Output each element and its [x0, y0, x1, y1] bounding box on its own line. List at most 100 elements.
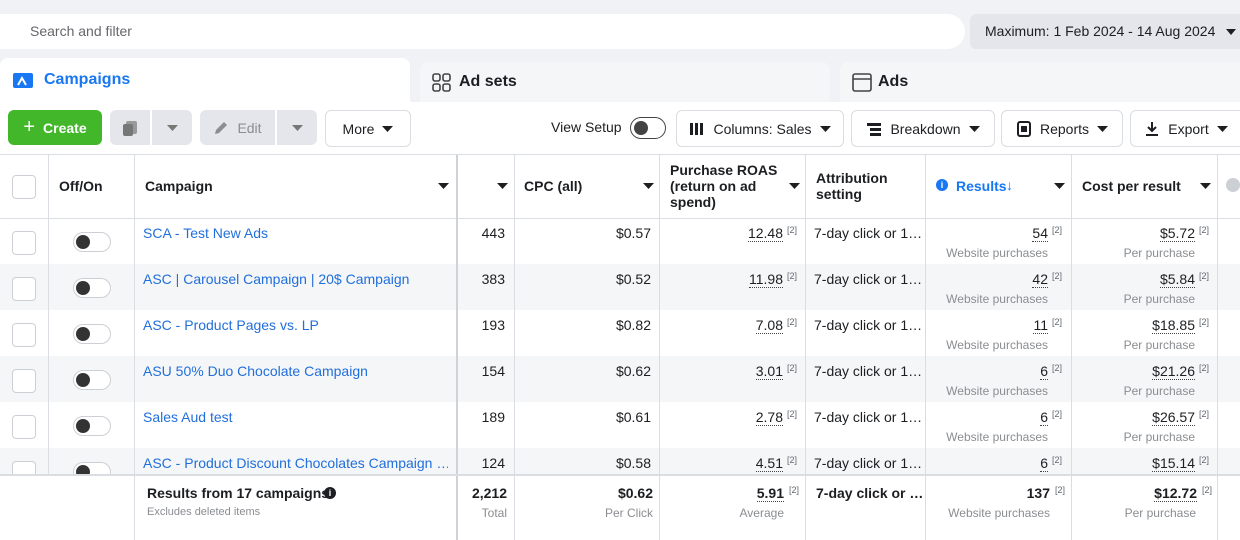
tab-label: Campaigns: [44, 71, 131, 88]
column-header[interactable]: Cost per result: [1082, 178, 1181, 194]
roas-value[interactable]: 11.98: [749, 271, 783, 288]
attribution-note: [2]: [1199, 363, 1210, 373]
column-divider: [456, 310, 458, 356]
column-divider: [659, 219, 660, 264]
results-value[interactable]: 42: [1032, 271, 1048, 288]
campaign-toggle[interactable]: [73, 232, 111, 252]
column-divider: [1071, 219, 1072, 264]
row-checkbox[interactable]: [12, 323, 36, 347]
caret: [968, 125, 980, 132]
column-divider: [48, 448, 49, 474]
tab-icon: [13, 73, 33, 88]
column-divider: [134, 219, 135, 264]
attribution-note: [2]: [1052, 225, 1063, 235]
caret: [819, 125, 831, 132]
tab-active[interactable]: Campaigns: [0, 58, 410, 102]
campaign-name[interactable]: Sales Aud test: [143, 409, 233, 425]
toggle-knob: [76, 465, 90, 474]
duplicate-menu[interactable]: [152, 110, 192, 145]
create-button[interactable]: + Create: [8, 110, 102, 145]
more-button[interactable]: More: [325, 110, 411, 147]
reports-button[interactable]: Reports: [1001, 110, 1123, 147]
campaign-toggle[interactable]: [73, 416, 111, 436]
edit-button[interactable]: Edit: [200, 110, 275, 145]
edit-label: Edit: [237, 119, 262, 136]
column-divider: [1071, 356, 1072, 402]
results-value[interactable]: 6: [1040, 455, 1048, 472]
table-footer: Results from 17 campaigns i Excludes delet…: [0, 474, 1240, 540]
campaign-name[interactable]: ASU 50% Duo Chocolate Campaign: [143, 363, 368, 379]
header-bottom-border: [0, 218, 1240, 219]
footer-results: 137: [1026, 485, 1050, 501]
column-divider: [134, 476, 135, 540]
roas-value[interactable]: 7.08: [755, 317, 783, 334]
edit-menu[interactable]: [277, 110, 317, 145]
roas-value[interactable]: 3.01: [755, 363, 783, 380]
count-value: 124: [481, 455, 505, 471]
search-placeholder: Search and filter: [30, 23, 132, 39]
column-divider: [134, 356, 135, 402]
caret: [1226, 29, 1236, 35]
column-divider: [1071, 476, 1072, 540]
row-checkbox[interactable]: [12, 277, 36, 301]
column-header[interactable]: Purchase ROAS (return on ad spend): [670, 162, 778, 210]
attribution-note: [2]: [1199, 225, 1210, 235]
columns-button[interactable]: Columns: Sales: [676, 110, 844, 147]
campaign-toggle[interactable]: [73, 462, 111, 474]
results-value[interactable]: 11: [1033, 317, 1048, 334]
row-checkbox[interactable]: [12, 369, 36, 393]
info-icon: i: [936, 179, 948, 191]
view-setup-toggle[interactable]: [630, 117, 666, 139]
cost-value[interactable]: $5.84: [1159, 271, 1195, 288]
campaign-name[interactable]: SCA - Test New Ads: [143, 225, 269, 241]
column-divider: [805, 448, 806, 474]
row-checkbox[interactable]: [12, 231, 36, 255]
result-label: Per Click: [604, 506, 653, 520]
duplicate-button[interactable]: [110, 110, 150, 145]
column-header[interactable]: CPC (all): [524, 178, 583, 194]
caret: [643, 183, 654, 189]
campaign-toggle[interactable]: [73, 278, 111, 298]
cost-value[interactable]: $21.26: [1152, 363, 1195, 380]
column-divider: [514, 356, 515, 402]
cost-value[interactable]: $18.85: [1152, 317, 1195, 334]
cost-value[interactable]: $26.57: [1152, 409, 1195, 426]
toggle-knob: [76, 327, 90, 341]
campaign-name[interactable]: ASC | Carousel Campaign | 20$ Campaign: [143, 271, 410, 287]
header-checkbox[interactable]: [12, 175, 36, 199]
attribution-note: [2]: [1052, 455, 1063, 465]
results-value[interactable]: 6: [1040, 363, 1048, 380]
attribution-value: 7-day click or 1…: [814, 317, 923, 333]
column-header[interactable]: Results: [956, 178, 1007, 194]
cost-value[interactable]: $5.72: [1159, 225, 1195, 242]
roas-value[interactable]: 12.48: [747, 225, 783, 242]
campaign-name[interactable]: ASC - Product Pages vs. LP: [143, 317, 319, 333]
column-header[interactable]: Off/On: [59, 178, 103, 194]
tab[interactable]: Ads: [840, 62, 1240, 102]
cpc-value: $0.61: [615, 409, 651, 425]
results-value[interactable]: 54: [1032, 225, 1048, 242]
results-value[interactable]: 6: [1040, 409, 1048, 426]
attribution-note: [2]: [1199, 455, 1210, 465]
tab[interactable]: Ad sets: [420, 62, 830, 102]
breakdown-button[interactable]: Breakdown: [851, 110, 995, 147]
date-picker[interactable]: Maximum: 1 Feb 2024 - 14 Aug 2024: [970, 14, 1240, 49]
campaign-toggle[interactable]: [73, 324, 111, 344]
column-header[interactable]: Attribution setting: [816, 170, 888, 202]
campaign-toggle[interactable]: [73, 370, 111, 390]
column-divider: [456, 448, 458, 474]
caret: [166, 124, 178, 131]
row-checkbox[interactable]: [12, 415, 36, 439]
roas-value[interactable]: 4.51: [755, 455, 783, 472]
attribution-note: [2]: [787, 225, 798, 235]
roas-value[interactable]: 2.78: [755, 409, 783, 426]
column-divider: [48, 264, 49, 310]
export-button[interactable]: Export: [1130, 110, 1240, 147]
cost-value[interactable]: $15.14: [1152, 455, 1195, 472]
count-value: 383: [481, 271, 505, 287]
cpc-value: $0.58: [615, 455, 651, 471]
row-checkbox[interactable]: [12, 461, 36, 474]
campaign-name[interactable]: ASC - Product Discount Chocolates Campai…: [143, 455, 448, 471]
column-header[interactable]: Campaign: [145, 178, 213, 194]
search-box[interactable]: Search and filter: [0, 14, 965, 49]
